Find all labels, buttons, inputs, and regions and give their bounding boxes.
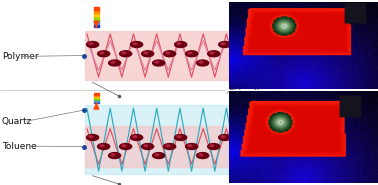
Circle shape (89, 43, 93, 45)
Bar (94, 18, 99, 21)
Circle shape (108, 60, 121, 66)
Bar (273, 31, 277, 80)
Circle shape (100, 52, 104, 54)
Circle shape (87, 42, 99, 48)
Circle shape (175, 42, 187, 48)
Bar (94, 95, 99, 96)
Circle shape (119, 51, 132, 57)
Circle shape (142, 144, 154, 149)
Circle shape (230, 144, 242, 149)
Circle shape (208, 51, 220, 57)
Circle shape (122, 145, 126, 147)
Circle shape (133, 43, 137, 45)
Circle shape (133, 136, 137, 138)
Circle shape (243, 154, 247, 156)
Bar (94, 24, 99, 27)
Circle shape (254, 145, 258, 147)
Circle shape (186, 51, 198, 57)
Circle shape (87, 134, 99, 140)
Circle shape (263, 42, 275, 48)
Circle shape (164, 51, 176, 57)
Circle shape (188, 52, 192, 54)
Text: Polymer: Polymer (2, 52, 39, 61)
Circle shape (241, 60, 253, 66)
Circle shape (230, 51, 242, 57)
Circle shape (111, 61, 115, 63)
Bar (94, 21, 99, 24)
Circle shape (155, 61, 159, 63)
Circle shape (254, 52, 258, 54)
Circle shape (241, 153, 253, 159)
Circle shape (89, 136, 93, 138)
Bar (85, 126, 272, 167)
Circle shape (119, 144, 132, 149)
Text: Quartz: Quartz (2, 117, 32, 126)
Bar (94, 10, 99, 13)
Circle shape (218, 42, 231, 48)
Circle shape (130, 134, 143, 140)
Bar (94, 100, 99, 102)
Bar (94, 93, 99, 95)
Circle shape (199, 61, 203, 63)
Bar (94, 13, 99, 16)
Circle shape (232, 145, 236, 147)
Circle shape (111, 154, 115, 156)
Circle shape (263, 134, 275, 140)
Bar (85, 105, 272, 174)
Circle shape (265, 43, 269, 45)
Circle shape (232, 52, 236, 54)
Circle shape (164, 144, 176, 149)
Circle shape (188, 145, 192, 147)
Circle shape (155, 154, 159, 156)
Bar (85, 31, 272, 80)
Circle shape (177, 136, 181, 138)
Circle shape (197, 153, 209, 159)
Circle shape (210, 145, 214, 147)
Bar (273, 105, 277, 174)
Circle shape (142, 51, 154, 57)
Circle shape (108, 153, 121, 159)
Circle shape (166, 52, 170, 54)
Circle shape (197, 60, 209, 66)
Circle shape (199, 154, 203, 156)
Circle shape (218, 134, 231, 140)
Bar (94, 102, 99, 103)
Circle shape (175, 134, 187, 140)
Circle shape (210, 52, 214, 54)
Circle shape (221, 136, 225, 138)
Bar (94, 99, 99, 100)
Text: PV cell: PV cell (229, 89, 259, 98)
Circle shape (153, 60, 165, 66)
Bar (94, 97, 99, 99)
Circle shape (221, 43, 225, 45)
Bar (94, 96, 99, 97)
Circle shape (98, 144, 110, 149)
Circle shape (166, 145, 170, 147)
Circle shape (100, 145, 104, 147)
Circle shape (98, 51, 110, 57)
Text: Toluene: Toluene (2, 142, 37, 151)
Circle shape (177, 43, 181, 45)
Circle shape (243, 61, 247, 63)
Circle shape (122, 52, 126, 54)
Circle shape (144, 52, 148, 54)
Circle shape (252, 144, 264, 149)
Circle shape (153, 153, 165, 159)
Circle shape (130, 42, 143, 48)
Circle shape (265, 136, 269, 138)
Circle shape (186, 144, 198, 149)
Bar (94, 16, 99, 18)
Circle shape (208, 144, 220, 149)
Circle shape (144, 145, 148, 147)
Bar (94, 7, 99, 10)
Circle shape (252, 51, 264, 57)
